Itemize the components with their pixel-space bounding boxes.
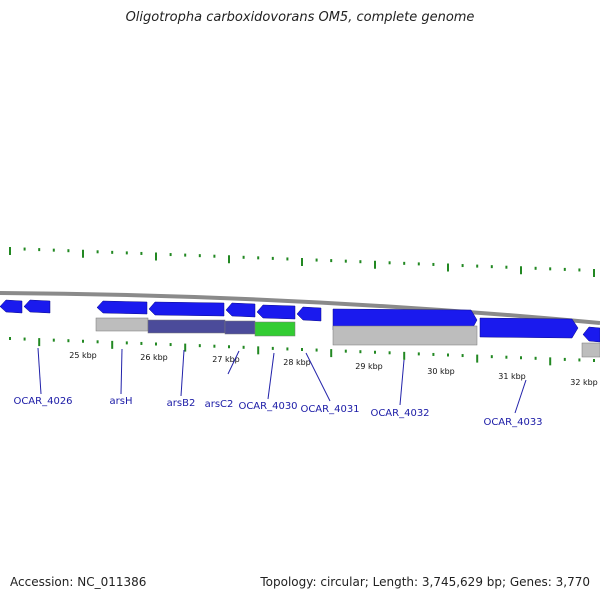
genome-info-text: Topology: circular; Length: 3,745,629 bp… bbox=[260, 575, 590, 589]
kbp-tick-label: 27 kbp bbox=[212, 355, 240, 364]
kbp-tick-label: 32 kbp bbox=[570, 378, 598, 387]
gene-label: OCAR_4030 bbox=[238, 401, 297, 412]
gene-leader-line bbox=[120, 348, 123, 395]
gene-leader-line bbox=[227, 350, 240, 375]
kbp-tick-labels: 25 kbp 26 kbp 27 kbp 28 kbp 29 kbp 30 kbp 31 k… bbox=[69, 351, 598, 387]
accession-text: Accession: NC_011386 bbox=[10, 575, 147, 589]
gene-leader-line bbox=[37, 347, 42, 395]
gene-box bbox=[581, 342, 600, 358]
bottom-tick-row bbox=[9, 337, 595, 366]
gene-labels: OCAR_4026 arsH arsB2 arsC2 OCAR_4030 OCAR_403… bbox=[13, 347, 543, 428]
gene-arrow bbox=[479, 317, 579, 339]
gene-arrow bbox=[582, 326, 600, 343]
gene-label: arsC2 bbox=[205, 399, 234, 410]
gene-label: arsH bbox=[110, 396, 133, 407]
gene-label: OCAR_4032 bbox=[370, 408, 429, 419]
kbp-tick-label: 25 kbp bbox=[69, 351, 97, 360]
gene-arrow bbox=[0, 299, 23, 314]
gene-leader-line bbox=[399, 359, 405, 406]
kbp-tick-label: 28 kbp bbox=[283, 358, 311, 367]
gene-label: arsB2 bbox=[167, 398, 196, 409]
kbp-tick-label: 31 kbp bbox=[498, 372, 526, 381]
gene-label: OCAR_4026 bbox=[13, 396, 72, 407]
gene-label: OCAR_4031 bbox=[300, 404, 359, 415]
kbp-tick-label: 26 kbp bbox=[140, 353, 168, 362]
gene-label: OCAR_4033 bbox=[483, 417, 542, 428]
genome-backbone bbox=[0, 291, 600, 325]
gene-leader-line bbox=[305, 352, 331, 402]
gene-arrow bbox=[148, 301, 225, 317]
gene-box bbox=[147, 319, 226, 334]
kbp-tick-label: 29 kbp bbox=[355, 362, 383, 371]
gene-leader-line bbox=[514, 379, 527, 414]
gene-box bbox=[95, 317, 149, 332]
kbp-tick-label: 30 kbp bbox=[427, 367, 455, 376]
gene-arrow bbox=[96, 300, 148, 315]
gene-features bbox=[0, 299, 600, 358]
gene-box bbox=[332, 325, 478, 346]
gene-arrow bbox=[225, 302, 256, 318]
gene-arrow bbox=[23, 299, 51, 314]
gene-leader-line bbox=[180, 349, 185, 397]
gene-box bbox=[224, 320, 256, 335]
top-tick-row bbox=[9, 247, 595, 277]
gene-leader-line bbox=[267, 352, 275, 400]
gene-arrow bbox=[296, 306, 322, 322]
gene-box bbox=[254, 321, 296, 337]
genome-title: Oligotropha carboxidovorans OM5, complet… bbox=[125, 10, 475, 25]
gene-arrow bbox=[256, 304, 296, 320]
